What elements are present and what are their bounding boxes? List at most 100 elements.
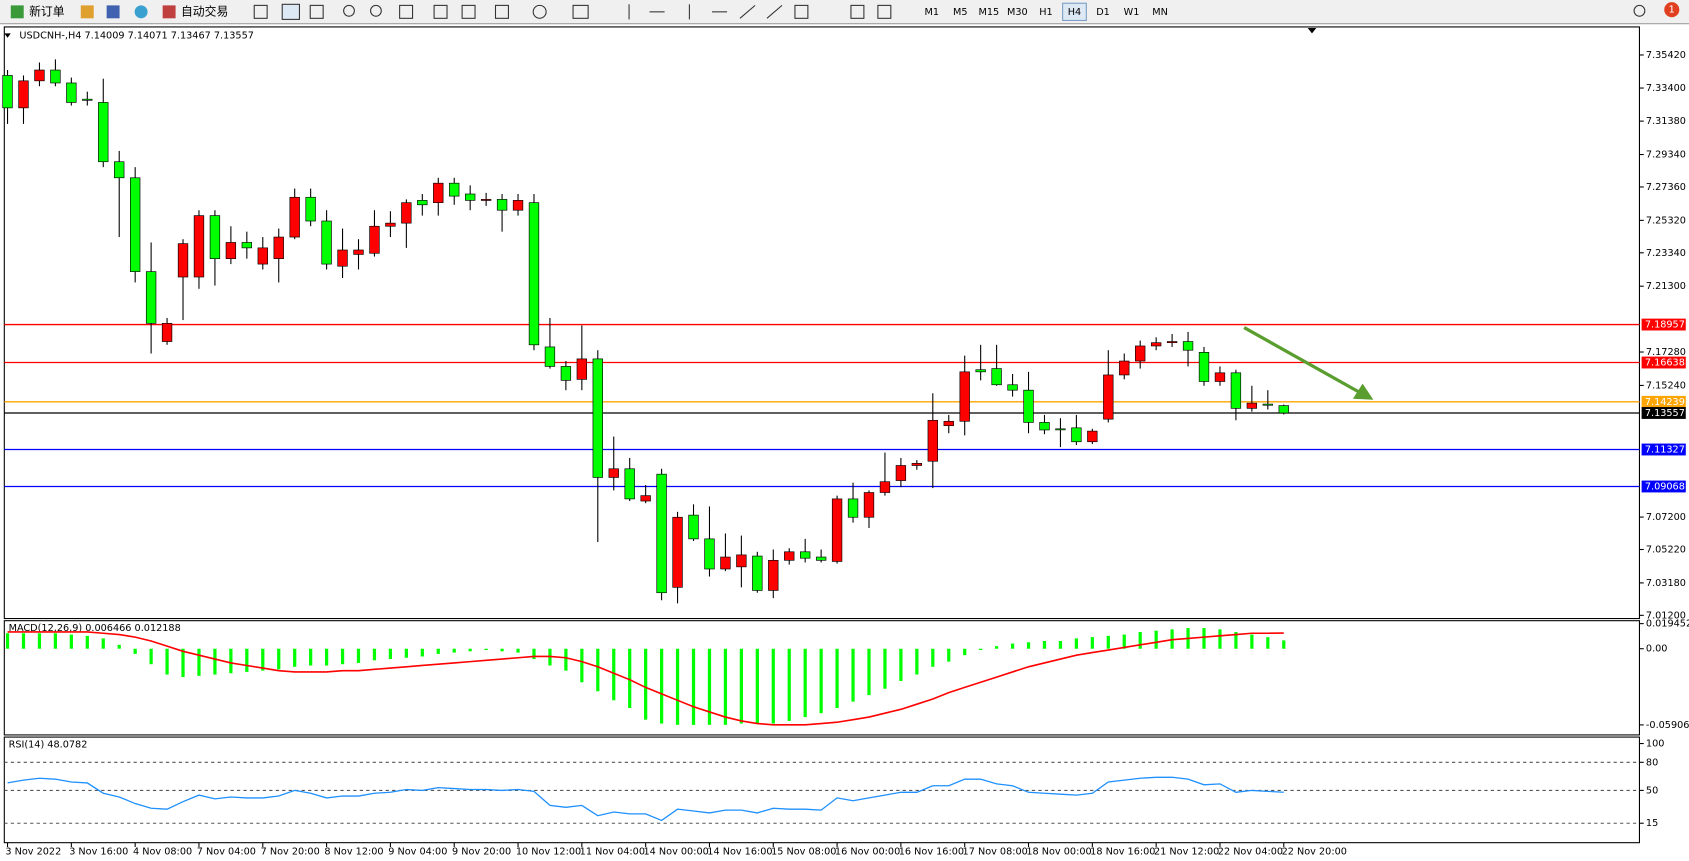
candle-body: [1150, 342, 1162, 347]
candle-body: [1230, 372, 1242, 409]
macd-bar: [1074, 638, 1078, 649]
x-tick-label: 4 Nov 08:00: [133, 846, 192, 857]
tool-icon[interactable]: [572, 4, 589, 19]
y-tick-label: 0.019452: [1646, 619, 1689, 630]
candle-body: [784, 551, 795, 561]
x-tick-label: 16 Nov 16:00: [899, 846, 964, 857]
fibo-tool[interactable]: [794, 4, 809, 19]
macd-bar: [899, 648, 903, 681]
toolbar-icon[interactable]: [134, 5, 148, 19]
channel-tool[interactable]: [766, 4, 783, 19]
tile[interactable]: [399, 4, 414, 19]
macd-bar: [963, 648, 967, 656]
arrow-tool[interactable]: [877, 4, 892, 19]
macd-bar: [181, 648, 185, 678]
tool-icon[interactable]: [494, 4, 509, 19]
macd-bar: [675, 648, 680, 725]
tool-icon[interactable]: [532, 4, 547, 19]
tool-icon[interactable]: [253, 4, 268, 19]
macd-bar: [436, 648, 440, 654]
toolbar-icon[interactable]: [80, 5, 94, 19]
tool-icon[interactable]: [433, 4, 448, 19]
toolbar-icon[interactable]: [106, 5, 120, 19]
x-tick-label: 18 Nov 00:00: [1026, 846, 1091, 857]
toolbar: 新订单 自动交易 M1 M5 M15 M30 H1 H: [0, 0, 1689, 25]
macd-bar: [644, 648, 648, 720]
x-tick-label: 15 Nov 08:00: [771, 846, 836, 857]
candle-body: [752, 555, 763, 591]
auto-trading-button[interactable]: 自动交易: [181, 4, 228, 18]
macd-bar: [309, 648, 313, 666]
arrow-shaft: [1243, 326, 1361, 394]
timeframe-button[interactable]: W1: [1124, 7, 1140, 18]
tool-icon[interactable]: [309, 4, 324, 19]
timeframe-button[interactable]: D1: [1096, 7, 1110, 18]
macd-bar: [340, 648, 345, 665]
level-label-box: [1641, 480, 1686, 493]
candle-body: [98, 102, 109, 163]
chart-title: MACD(12,26,9) 0.006466 0.012188: [9, 623, 181, 634]
trend-arrow: [1243, 326, 1374, 400]
new-order-button[interactable]: 新订单: [29, 4, 65, 18]
zoom-out[interactable]: [370, 4, 382, 17]
y-tick-label: 7.03180: [1646, 578, 1686, 589]
timeframe-button[interactable]: M1: [924, 7, 939, 18]
macd-bar: [851, 648, 855, 702]
level-label: 7.09068: [1645, 481, 1685, 492]
macd-bar: [133, 648, 137, 654]
new-order-icon[interactable]: [10, 5, 24, 19]
candle-body: [768, 559, 779, 591]
tool-icon[interactable]: [281, 3, 300, 20]
candle-body: [720, 556, 731, 570]
zoom-in[interactable]: [343, 4, 355, 17]
macd-bar: [771, 648, 775, 724]
macd-bar: [1154, 630, 1158, 649]
candle-body: [560, 366, 572, 381]
timeframe-button[interactable]: M5: [953, 7, 968, 18]
candle-body: [1278, 405, 1289, 414]
candle-body: [624, 468, 635, 500]
macd-bar: [420, 648, 424, 657]
macd-bar: [293, 648, 297, 667]
timeframe-button[interactable]: H1: [1039, 7, 1052, 18]
level-label: 7.16638: [1645, 358, 1685, 369]
candle-body: [193, 215, 205, 278]
macd-bar: [85, 635, 89, 649]
timeframe-button[interactable]: H4: [1068, 7, 1081, 18]
candle-body: [1039, 422, 1050, 431]
notification-badge[interactable]: [1664, 2, 1680, 18]
y-tick-label: 7.31380: [1646, 116, 1686, 127]
macd-bar: [867, 648, 871, 696]
macd-bar: [53, 633, 58, 649]
candle-body: [991, 368, 1002, 386]
search-icon[interactable]: [1633, 4, 1646, 17]
trendline-tool[interactable]: [739, 4, 756, 19]
tool-icon[interactable]: [461, 4, 476, 19]
chart-title: RSI(14) 48.0782: [9, 740, 88, 751]
candle-body: [1055, 428, 1066, 431]
auto-trading-icon[interactable]: [162, 5, 176, 19]
timeframe-button[interactable]: M30: [1007, 7, 1028, 18]
y-tick-label: 7.23340: [1646, 248, 1686, 259]
level-label: 7.18957: [1645, 320, 1685, 331]
x-tick-label: 18 Nov 16:00: [1090, 846, 1155, 857]
candle-body: [656, 473, 667, 594]
candle-body: [66, 82, 77, 103]
macd-bar: [596, 648, 600, 692]
candle-body: [225, 242, 237, 260]
candle-body: [528, 202, 540, 346]
timeframe-button[interactable]: MN: [1152, 7, 1168, 18]
timeframe-button[interactable]: M15: [978, 7, 999, 18]
macd-bar: [69, 634, 73, 649]
candle-body: [640, 495, 651, 502]
macd-bar: [117, 644, 121, 649]
macd-bar: [1266, 637, 1270, 649]
macd-bar: [1106, 635, 1110, 649]
y-tick-label: 7.29340: [1646, 150, 1686, 161]
label-tool[interactable]: [850, 4, 865, 19]
y-tick-label: 15: [1646, 818, 1658, 829]
macd-bar: [452, 648, 456, 653]
candle-body: [241, 242, 253, 249]
